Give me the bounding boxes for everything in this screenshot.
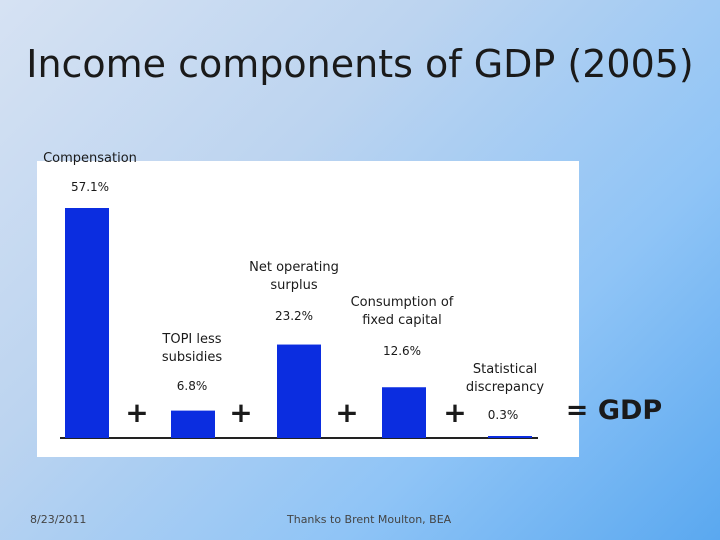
value-label-3: 23.2% xyxy=(275,309,313,323)
bar-5 xyxy=(488,436,532,438)
bar-2 xyxy=(171,410,215,438)
category-label-4: Consumption of xyxy=(351,295,454,310)
category-label-3: Net operating xyxy=(249,260,339,275)
plus-operator-2: + xyxy=(229,396,252,429)
category-label-4: fixed capital xyxy=(362,313,442,328)
category-label-1: Compensation xyxy=(43,151,137,166)
category-label-3: surplus xyxy=(270,278,317,293)
category-label-5: Statistical xyxy=(473,362,537,377)
slide-title: Income components of GDP (2005) xyxy=(26,42,694,86)
plus-operator-3: + xyxy=(335,396,358,429)
footer-date: 8/23/2011 xyxy=(30,513,87,526)
value-label-4: 12.6% xyxy=(383,344,421,358)
bar-4 xyxy=(382,387,426,438)
bar-1 xyxy=(65,208,109,438)
bar-3 xyxy=(277,344,321,438)
value-label-1: 57.1% xyxy=(71,180,109,194)
category-label-2: subsidies xyxy=(162,350,223,365)
footer-credit: Thanks to Brent Moulton, BEA xyxy=(287,513,452,526)
plus-operator-4: + xyxy=(443,396,466,429)
category-label-5: discrepancy xyxy=(466,380,544,395)
category-label-2: TOPI less xyxy=(161,332,221,347)
plus-operator-1: + xyxy=(125,396,148,429)
result-label: = GDP xyxy=(566,395,662,426)
value-label-5: 0.3% xyxy=(488,408,519,422)
value-label-2: 6.8% xyxy=(177,379,208,393)
